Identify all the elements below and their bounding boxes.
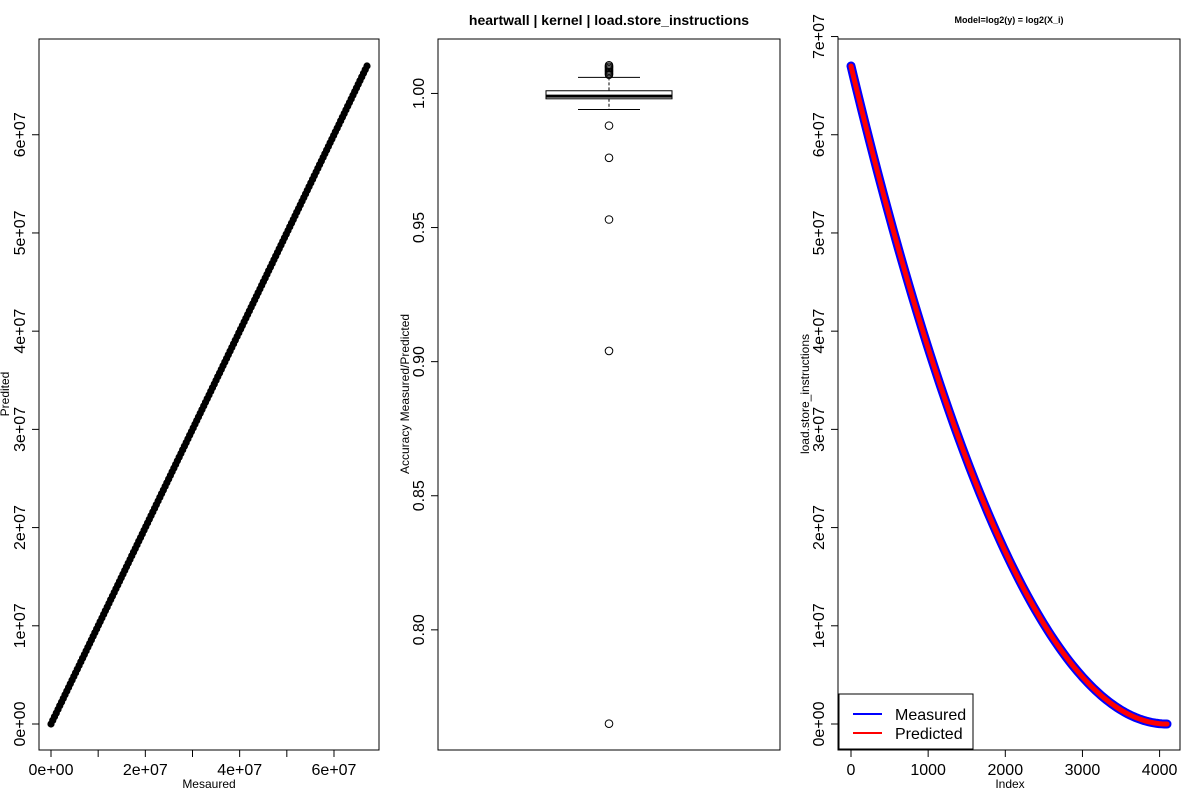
x-tick-label: 4e+07 xyxy=(217,762,262,779)
y-tick-label: 3e+07 xyxy=(811,407,828,452)
y-tick-label: 0e+00 xyxy=(12,701,29,746)
series-lines xyxy=(846,61,1172,729)
outlier-point xyxy=(604,719,614,729)
outlier-point xyxy=(604,60,614,70)
y-tick-label: 6e+07 xyxy=(12,112,29,157)
x-tick-label: 3000 xyxy=(1065,762,1101,779)
x-tick-label: 0e+00 xyxy=(29,762,74,779)
outlier-point xyxy=(604,346,614,356)
x-axis-label: Mesaured xyxy=(182,777,235,791)
panel-scatter: 0e+00 2e+07 4e+07 6e+07 0e+00 1e+07 2e+07 3e+0… xyxy=(0,38,380,791)
y-tick-label: 0.90 xyxy=(411,346,428,377)
y-tick-label: 0.85 xyxy=(411,480,428,511)
chart-title: Model=log2(y) = log2(X_i) xyxy=(954,15,1063,25)
chart-title: heartwall | kernel | load.store_instruct… xyxy=(469,12,749,28)
legend: Measured Predicted xyxy=(838,693,974,750)
y-tick-label: 3e+07 xyxy=(12,407,29,452)
y-axis: 0e+00 1e+07 2e+07 3e+07 4e+07 5e+07 6e+07 7e+07 xyxy=(811,14,839,746)
legend-label-measured: Measured xyxy=(895,707,966,724)
x-tick-label: 4000 xyxy=(1142,762,1178,779)
y-axis: 0.80 0.85 0.90 0.95 1.00 xyxy=(411,78,439,645)
y-axis-label: Accuracy Measured/Predicted xyxy=(398,314,412,474)
y-tick-label: 7e+07 xyxy=(811,14,828,59)
y-tick-label: 1.00 xyxy=(411,78,428,109)
panel-boxplot: heartwall | kernel | load.store_instruct… xyxy=(398,12,781,751)
y-tick-label: 5e+07 xyxy=(12,210,29,255)
scatter-point xyxy=(363,62,371,70)
x-axis: 0 1000 2000 3000 4000 xyxy=(847,749,1178,779)
y-axis: 0e+00 1e+07 2e+07 3e+07 4e+07 5e+07 6e+07 xyxy=(12,112,40,746)
y-tick-label: 5e+07 xyxy=(811,210,828,255)
y-tick-label: 1e+07 xyxy=(12,603,29,648)
series-line-predicted xyxy=(848,63,1170,727)
y-tick-label: 4e+07 xyxy=(12,309,29,354)
y-axis-label: Predited xyxy=(0,372,12,417)
outliers xyxy=(604,60,614,729)
x-tick-label: 2e+07 xyxy=(123,762,168,779)
x-tick-label: 6e+07 xyxy=(312,762,357,779)
y-tick-label: 4e+07 xyxy=(811,309,828,354)
y-tick-label: 2e+07 xyxy=(12,505,29,550)
x-axis: 0e+00 2e+07 4e+07 6e+07 xyxy=(29,749,357,779)
y-tick-label: 6e+07 xyxy=(811,112,828,157)
panel-line: Model=log2(y) = log2(X_i) 0 1000 2000 3000 4… xyxy=(798,14,1181,791)
y-tick-label: 2e+07 xyxy=(811,505,828,550)
legend-label-predicted: Predicted xyxy=(895,726,963,743)
y-axis-label: load.store_instructions xyxy=(798,334,812,454)
x-tick-label: 2000 xyxy=(988,762,1024,779)
x-axis-label: Index xyxy=(995,777,1024,791)
outlier-point xyxy=(604,215,614,224)
y-tick-label: 0.80 xyxy=(411,614,428,645)
outlier-point xyxy=(604,121,614,130)
y-tick-label: 0.95 xyxy=(411,212,428,243)
y-tick-label: 0e+00 xyxy=(811,701,828,746)
x-tick-label: 1000 xyxy=(910,762,946,779)
outlier-point xyxy=(604,153,614,163)
legend-box xyxy=(838,693,974,750)
x-tick-label: 0 xyxy=(847,762,856,779)
y-tick-label: 1e+07 xyxy=(811,603,828,648)
scatter-points xyxy=(47,62,371,728)
